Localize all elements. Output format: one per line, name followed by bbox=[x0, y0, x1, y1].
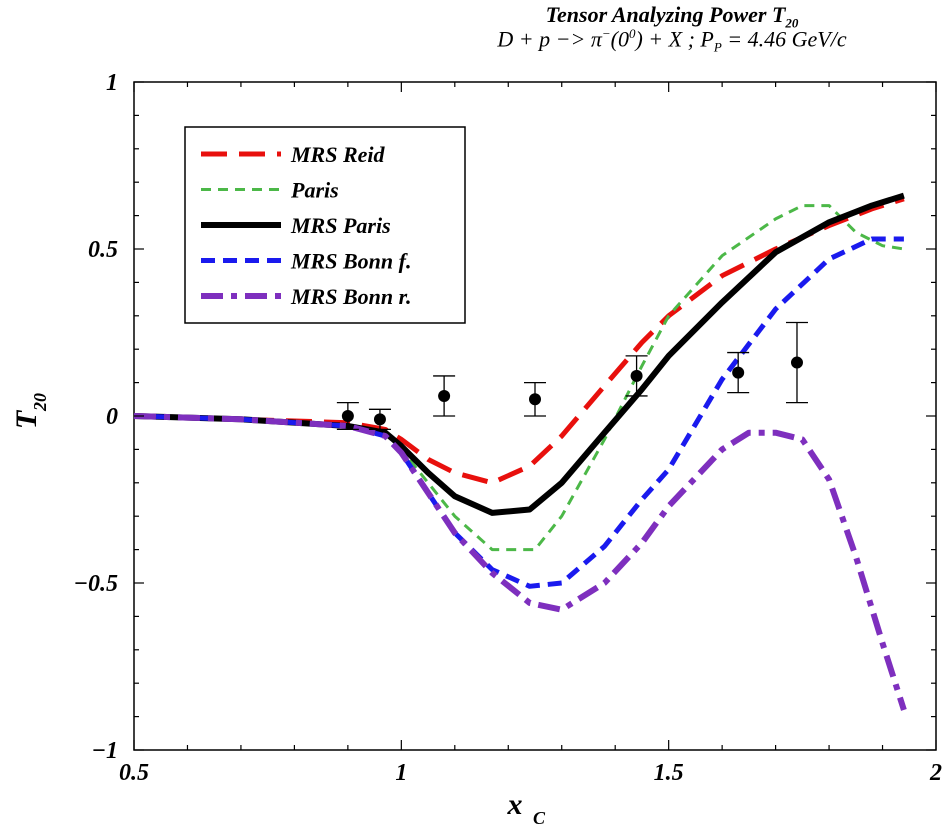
data-point bbox=[630, 369, 643, 382]
data-point bbox=[529, 393, 541, 406]
data-point bbox=[790, 356, 803, 369]
data-point bbox=[373, 413, 386, 426]
series-line-mrs-bonn-f bbox=[133, 236, 904, 589]
legend-label: MRS Paris bbox=[290, 213, 391, 238]
x-tick-label: 0.5 bbox=[119, 760, 149, 786]
y-tick-label: 1 bbox=[106, 70, 118, 96]
series-line-mrs-paris bbox=[133, 192, 905, 516]
series-line-mrs-reid bbox=[133, 196, 905, 486]
y-tick-label: −1 bbox=[91, 738, 118, 764]
x-tick-label: 2 bbox=[929, 760, 942, 786]
y-axis-title-text: T bbox=[10, 409, 43, 429]
y-tick-label: 0 bbox=[106, 404, 118, 430]
y-axis-title: T20 bbox=[10, 393, 50, 429]
data-point bbox=[438, 389, 451, 402]
legend-label: MRS Bonn r. bbox=[290, 284, 411, 309]
series-line-mrs-bonn-r bbox=[133, 413, 907, 711]
y-axis-title-sub: 20 bbox=[30, 393, 50, 412]
chart-title: Tensor Analyzing Power T20 bbox=[545, 2, 799, 31]
legend-label: Paris bbox=[290, 178, 339, 203]
x-axis-title: x bbox=[507, 788, 523, 821]
y-tick-label: −0.5 bbox=[73, 571, 118, 597]
y-tick-label: 0.5 bbox=[88, 237, 118, 263]
data-point bbox=[732, 366, 745, 379]
x-tick-label: 1 bbox=[395, 760, 407, 786]
legend-label: MRS Bonn f. bbox=[290, 249, 411, 274]
data-point bbox=[341, 410, 354, 422]
x-tick-label: 1.5 bbox=[654, 760, 684, 786]
chart-subtitle: D + p −> π−(00) + X ; PP = 4.46 GeV/c bbox=[497, 26, 847, 55]
x-axis-title-sub: C bbox=[533, 808, 546, 828]
legend-label: MRS Reid bbox=[290, 142, 386, 167]
